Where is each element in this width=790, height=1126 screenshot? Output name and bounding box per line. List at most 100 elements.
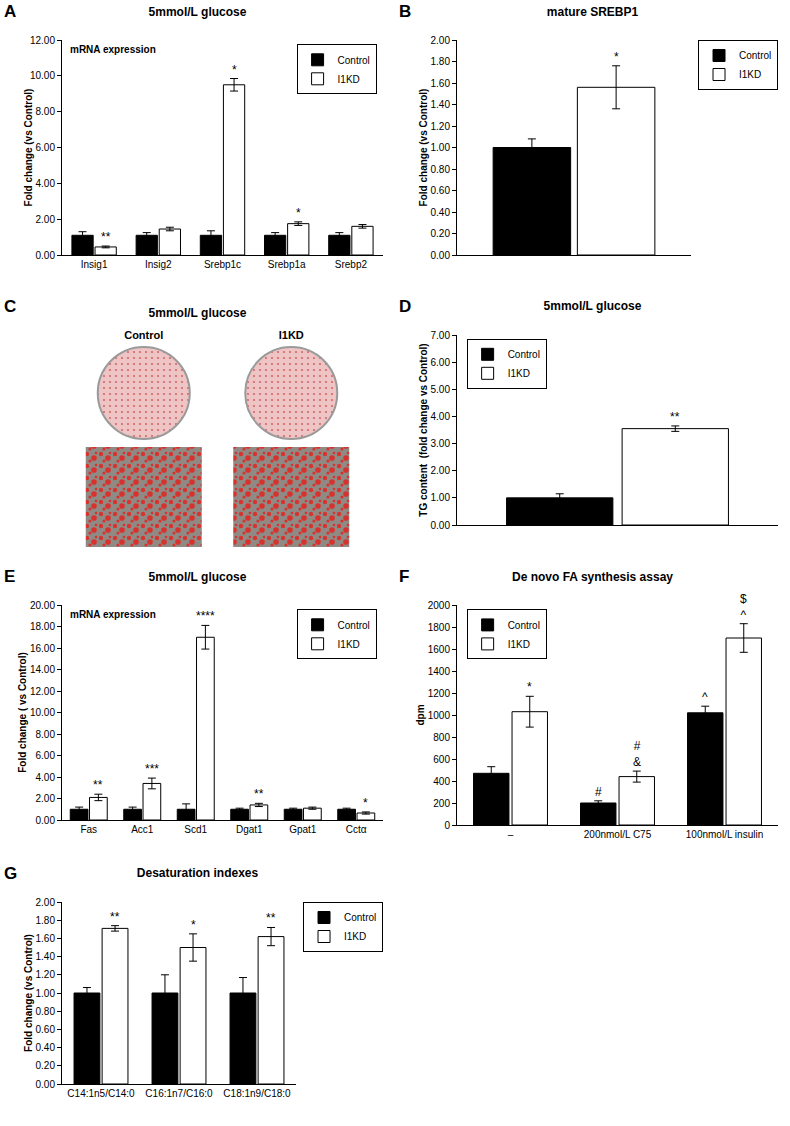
svg-text:dpm: dpm	[415, 704, 426, 725]
svg-text:**: **	[670, 410, 680, 424]
svg-text:Srebp1a: Srebp1a	[268, 259, 306, 270]
svg-text:0.00: 0.00	[431, 250, 451, 261]
svg-text:1.40: 1.40	[431, 99, 451, 110]
svg-text:**: **	[93, 778, 103, 792]
svg-text:1.00: 1.00	[431, 492, 451, 503]
svg-text:**: **	[254, 787, 264, 801]
svg-text:6.00: 6.00	[36, 750, 56, 761]
svg-text:Cctα: Cctα	[346, 824, 367, 835]
svg-text:5mmol/L glucose: 5mmol/L glucose	[149, 570, 247, 584]
svg-text:Control: Control	[739, 50, 771, 61]
svg-text:mRNA expression: mRNA expression	[70, 609, 156, 620]
svg-text:*: *	[191, 918, 196, 932]
svg-text:100nmol/L insulin: 100nmol/L insulin	[686, 829, 763, 840]
svg-text:#: #	[595, 785, 602, 799]
svg-text:8.00: 8.00	[36, 106, 56, 117]
svg-text:3.00: 3.00	[431, 438, 451, 449]
svg-text:**: **	[110, 910, 120, 924]
svg-text:5mmol/L glucose: 5mmol/L glucose	[149, 306, 247, 320]
svg-text:600: 600	[433, 754, 450, 765]
svg-text:Control: Control	[338, 55, 370, 66]
svg-text:4.00: 4.00	[431, 411, 451, 422]
svg-text:0.80: 0.80	[36, 1006, 56, 1017]
svg-text:1400: 1400	[428, 666, 451, 677]
svg-text:1000: 1000	[428, 710, 451, 721]
svg-text:12.00: 12.00	[30, 686, 55, 697]
svg-text:5mmol/L glucose: 5mmol/L glucose	[544, 299, 642, 313]
svg-text:Srebp2: Srebp2	[335, 259, 368, 270]
svg-text:0: 0	[444, 820, 450, 831]
svg-text:800: 800	[433, 732, 450, 743]
svg-text:16.00: 16.00	[30, 643, 55, 654]
svg-text:0.20: 0.20	[36, 1060, 56, 1071]
svg-text:Fold change (vs Control): Fold change (vs Control)	[418, 89, 429, 207]
svg-text:–: –	[508, 829, 514, 840]
svg-text:Control: Control	[508, 620, 540, 631]
svg-text:**: **	[101, 230, 111, 244]
svg-text:200: 200	[433, 798, 450, 809]
svg-text:Control: Control	[124, 329, 163, 341]
svg-text:I1KD: I1KD	[338, 74, 360, 85]
svg-text:2.00: 2.00	[431, 465, 451, 476]
svg-text:5.00: 5.00	[431, 384, 451, 395]
svg-text:Insig1: Insig1	[81, 259, 108, 270]
svg-text:1.20: 1.20	[36, 969, 56, 980]
svg-text:Desaturation indexes: Desaturation indexes	[137, 866, 259, 880]
svg-text:#&: #&	[633, 739, 641, 769]
svg-text:Srebp1c: Srebp1c	[204, 259, 241, 270]
svg-text:0.60: 0.60	[431, 185, 451, 196]
svg-text:TG content (fold change vs Co: TG content (fold change vs Control)	[418, 343, 429, 516]
svg-text:20.00: 20.00	[30, 600, 55, 611]
svg-text:1.80: 1.80	[36, 915, 56, 926]
svg-text:C16:1n7/C16:0: C16:1n7/C16:0	[145, 1088, 213, 1099]
svg-text:Fas: Fas	[80, 824, 97, 835]
svg-text:4.00: 4.00	[36, 772, 56, 783]
svg-text:I1KD: I1KD	[338, 639, 360, 650]
svg-text:200nmol/L C75: 200nmol/L C75	[584, 829, 652, 840]
svg-text:0.20: 0.20	[431, 228, 451, 239]
svg-text:*: *	[296, 206, 301, 220]
svg-text:****: ****	[196, 609, 215, 623]
svg-text:2000: 2000	[428, 600, 451, 611]
svg-text:12.00: 12.00	[30, 35, 55, 46]
svg-text:*: *	[232, 63, 237, 77]
svg-text:Insig2: Insig2	[145, 259, 172, 270]
svg-text:Control: Control	[508, 349, 540, 360]
svg-text:Fold change (vs Control): Fold change (vs Control)	[23, 934, 34, 1052]
svg-text:7.00: 7.00	[431, 330, 451, 341]
svg-text:Fold change (vs Control): Fold change (vs Control)	[23, 89, 34, 207]
svg-text:1800: 1800	[428, 622, 451, 633]
svg-text:5mmol/L glucose: 5mmol/L glucose	[149, 5, 247, 19]
svg-text:400: 400	[433, 776, 450, 787]
svg-text:I1KD: I1KD	[344, 931, 366, 942]
svg-text:2.00: 2.00	[36, 214, 56, 225]
svg-text:1600: 1600	[428, 644, 451, 655]
svg-text:Dgat1: Dgat1	[236, 824, 263, 835]
svg-text:Control: Control	[338, 620, 370, 631]
svg-text:8.00: 8.00	[36, 729, 56, 740]
svg-text:18.00: 18.00	[30, 621, 55, 632]
svg-text:0.00: 0.00	[431, 520, 451, 531]
svg-text:0.60: 0.60	[36, 1024, 56, 1035]
svg-text:0.00: 0.00	[36, 250, 56, 261]
svg-text:1.40: 1.40	[36, 951, 56, 962]
svg-text:I1KD: I1KD	[508, 639, 530, 650]
svg-text:4.00: 4.00	[36, 178, 56, 189]
svg-text:0.80: 0.80	[431, 164, 451, 175]
svg-text:Fold change ( vs Control): Fold change ( vs Control)	[17, 652, 28, 773]
svg-text:6.00: 6.00	[431, 357, 451, 368]
svg-text:^: ^	[702, 690, 708, 704]
svg-text:1200: 1200	[428, 688, 451, 699]
svg-text:10.00: 10.00	[30, 70, 55, 81]
svg-text:Control: Control	[344, 912, 376, 923]
svg-text:$^: $^	[740, 592, 747, 622]
svg-text:1.00: 1.00	[431, 142, 451, 153]
svg-text:***: ***	[145, 762, 159, 776]
svg-text:I1KD: I1KD	[279, 329, 304, 341]
svg-text:C14:1n5/C14:0: C14:1n5/C14:0	[67, 1088, 135, 1099]
svg-text:C18:1n9/C18:0: C18:1n9/C18:0	[223, 1088, 291, 1099]
svg-text:I1KD: I1KD	[739, 69, 761, 80]
svg-text:2.00: 2.00	[36, 897, 56, 908]
svg-text:Scd1: Scd1	[184, 824, 207, 835]
svg-text:1.60: 1.60	[431, 78, 451, 89]
